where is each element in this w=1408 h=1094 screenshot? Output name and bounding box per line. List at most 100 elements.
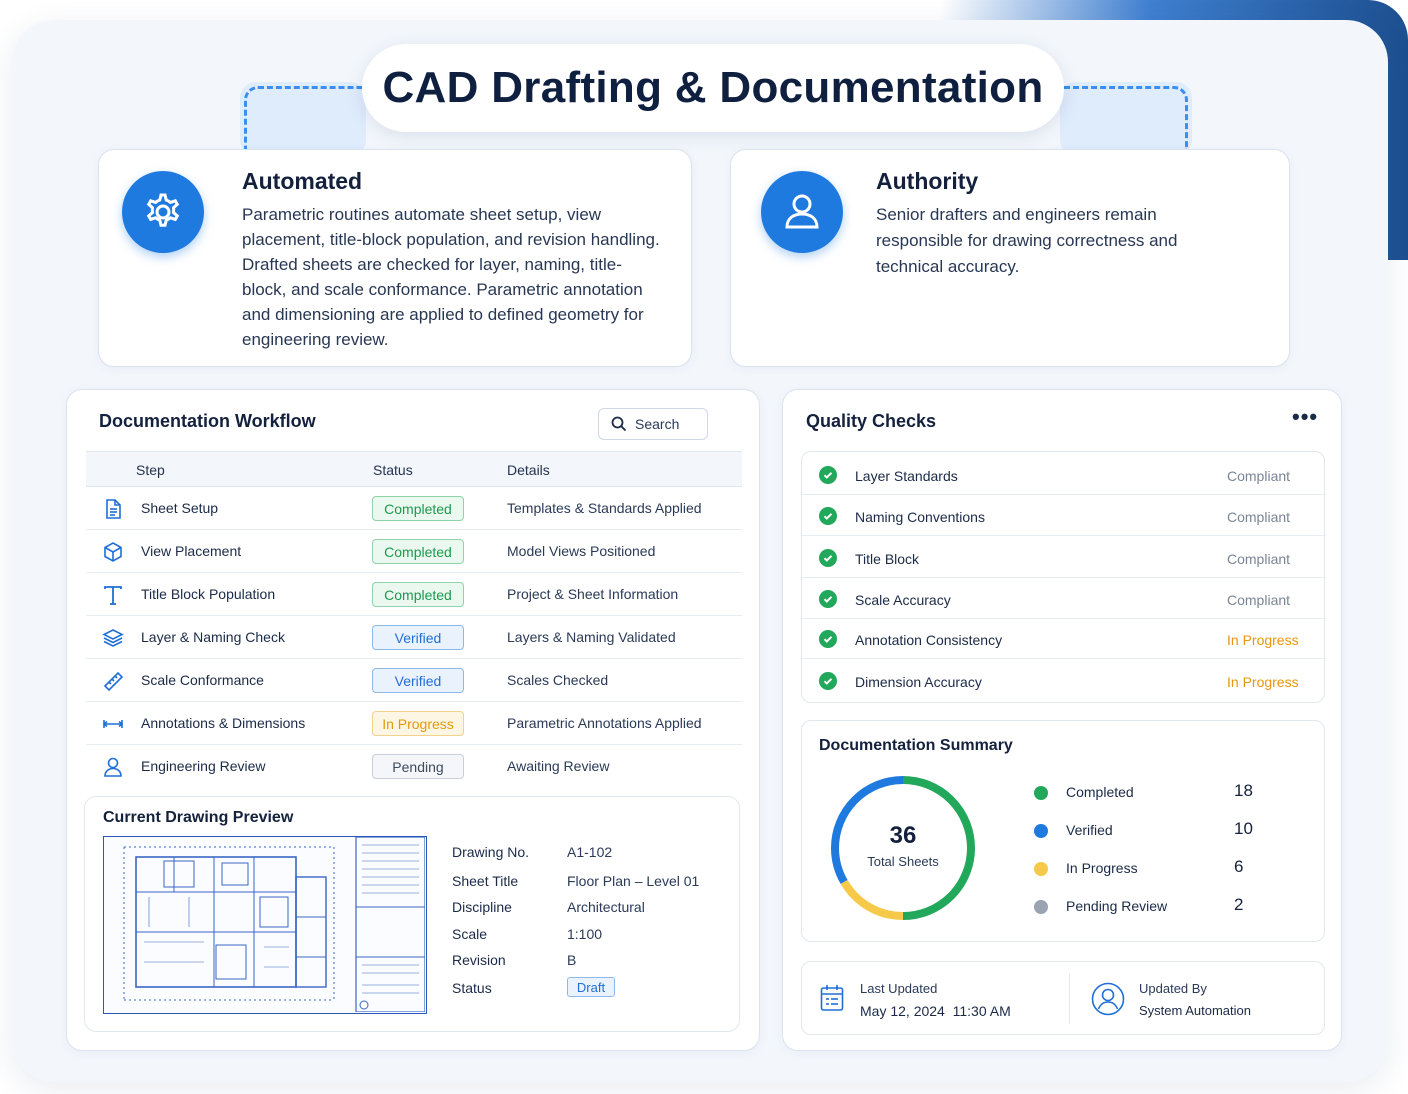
user-icon	[761, 171, 843, 253]
meta-value-scale: 1:100	[567, 926, 603, 942]
legend-item: Completed 18	[1034, 781, 1254, 803]
calendar-icon	[820, 985, 844, 1011]
meta-value-sheet-title: Floor Plan – Level 01	[567, 873, 700, 889]
check-name: Scale Accuracy	[855, 592, 951, 608]
table-row[interactable]: Annotations & Dimensions In Progress Par…	[86, 702, 742, 745]
check-state: Compliant	[1227, 509, 1291, 525]
status-badge: Verified	[372, 668, 464, 693]
workflow-table: Step Status Details Sheet Setup Complete…	[86, 451, 742, 788]
legend-dot-verified	[1034, 824, 1048, 838]
status-badge: Completed	[372, 539, 464, 564]
total-sheets-label: Total Sheets	[867, 854, 939, 869]
document-icon	[106, 499, 121, 519]
meta-label-sheet-title: Sheet Title	[452, 873, 519, 889]
step-name: Title Block Population	[141, 586, 276, 602]
legend-dot-in-progress	[1034, 862, 1048, 876]
connector-left	[244, 86, 362, 152]
last-updated-label: Last Updated	[860, 981, 938, 996]
updated-by-value: System Automation	[1139, 1003, 1251, 1018]
list-item[interactable]: Title Block Compliant	[802, 537, 1326, 578]
connector-right	[1064, 86, 1188, 152]
check-name: Annotation Consistency	[855, 632, 1003, 648]
list-item[interactable]: Annotation Consistency In Progress	[802, 618, 1326, 659]
search-input[interactable]: Search	[598, 408, 708, 440]
check-name: Title Block	[855, 551, 920, 567]
legend-count: 6	[1234, 857, 1244, 876]
total-sheets-value: 36	[889, 822, 917, 849]
search-icon	[611, 416, 627, 432]
legend-item: Verified 10	[1034, 819, 1254, 841]
automated-title: Automated	[242, 168, 363, 194]
user-circle-icon	[1091, 982, 1125, 1016]
check-circle-icon	[819, 507, 837, 525]
legend-label: Pending Review	[1066, 898, 1168, 914]
automated-card	[98, 149, 692, 367]
legend-count: 2	[1234, 895, 1244, 914]
draft-status-badge: Draft	[567, 977, 615, 997]
table-row[interactable]: View Placement Completed Model Views Pos…	[86, 530, 742, 573]
list-item[interactable]: Scale Accuracy Compliant	[802, 578, 1326, 619]
step-name: Annotations & Dimensions	[141, 715, 306, 731]
legend-dot-pending	[1034, 900, 1048, 914]
authority-title: Authority	[876, 168, 979, 194]
floor-plan-thumbnail[interactable]	[103, 836, 427, 1014]
list-item[interactable]: Dimension Accuracy In Progress	[802, 660, 1326, 701]
status-badge: Completed	[372, 496, 464, 521]
check-circle-icon	[819, 672, 837, 690]
more-options-icon[interactable]: •••	[1292, 404, 1319, 429]
sheets-donut-chart	[831, 776, 975, 920]
check-circle-icon	[819, 549, 837, 567]
check-state: Compliant	[1227, 551, 1291, 567]
updated-by-label: Updated By	[1139, 981, 1207, 996]
legend-label: Verified	[1066, 822, 1113, 838]
summary-title: Documentation Summary	[819, 737, 1013, 754]
workflow-table-header: Step Status Details	[86, 451, 742, 487]
user-icon	[104, 757, 122, 777]
connector-glow-right	[1060, 82, 1192, 156]
meta-label-status: Status	[452, 980, 492, 996]
search-label: Search	[635, 416, 680, 432]
list-item[interactable]: Layer Standards Compliant	[802, 454, 1326, 495]
preview-title: Current Drawing Preview	[103, 809, 294, 826]
meta-value-revision: B	[567, 952, 577, 968]
check-state: Compliant	[1227, 592, 1291, 608]
check-name: Naming Conventions	[855, 509, 985, 525]
status-badge: Completed	[372, 582, 464, 607]
step-name: Engineering Review	[141, 758, 266, 774]
step-details: Awaiting Review	[507, 758, 610, 774]
legend-count: 18	[1234, 781, 1253, 800]
table-row[interactable]: Sheet Setup Completed Templates & Standa…	[86, 487, 742, 530]
list-item[interactable]: Naming Conventions Compliant	[802, 495, 1326, 536]
cube-icon	[104, 542, 122, 562]
legend-item: In Progress 6	[1034, 857, 1254, 879]
check-name: Dimension Accuracy	[855, 674, 982, 690]
meta-label-drawing-no: Drawing No.	[452, 844, 530, 860]
step-details: Model Views Positioned	[507, 543, 656, 559]
check-state: In Progress	[1227, 632, 1299, 648]
dimension-icon	[102, 720, 124, 728]
step-details: Scales Checked	[507, 672, 609, 688]
workflow-title: Documentation Workflow	[99, 411, 316, 431]
table-row[interactable]: Layer & Naming Check Verified Layers & N…	[86, 616, 742, 659]
quality-checks-list: Layer Standards Compliant Naming Convent…	[801, 451, 1326, 703]
meta-label-discipline: Discipline	[452, 899, 512, 915]
documentation-summary	[801, 720, 1325, 942]
legend-count: 10	[1234, 819, 1253, 838]
status-badge: In Progress	[372, 711, 464, 736]
automated-body: Parametric routines automate sheet setup…	[242, 205, 660, 349]
layers-icon	[102, 629, 124, 647]
last-updated-value: May 12, 2024 11:30 AM	[860, 1003, 1011, 1019]
meta-label-revision: Revision	[452, 952, 506, 968]
table-row[interactable]: Scale Conformance Verified Scales Checke…	[86, 659, 742, 702]
legend-item: Pending Review 2	[1034, 895, 1254, 917]
donut-verified	[831, 776, 975, 920]
update-info-footer: Last Updated May 12, 2024 11:30 AM Updat…	[801, 961, 1325, 1035]
gear-icon	[122, 171, 204, 253]
legend-label: In Progress	[1066, 860, 1138, 876]
footer-divider	[1069, 974, 1070, 1024]
status-badge: Pending	[372, 754, 464, 779]
status-badge: Verified	[372, 625, 464, 650]
column-details: Details	[507, 462, 550, 478]
table-row[interactable]: Title Block Population Completed Project…	[86, 573, 742, 616]
table-row[interactable]: Engineering Review Pending Awaiting Revi…	[86, 745, 742, 788]
